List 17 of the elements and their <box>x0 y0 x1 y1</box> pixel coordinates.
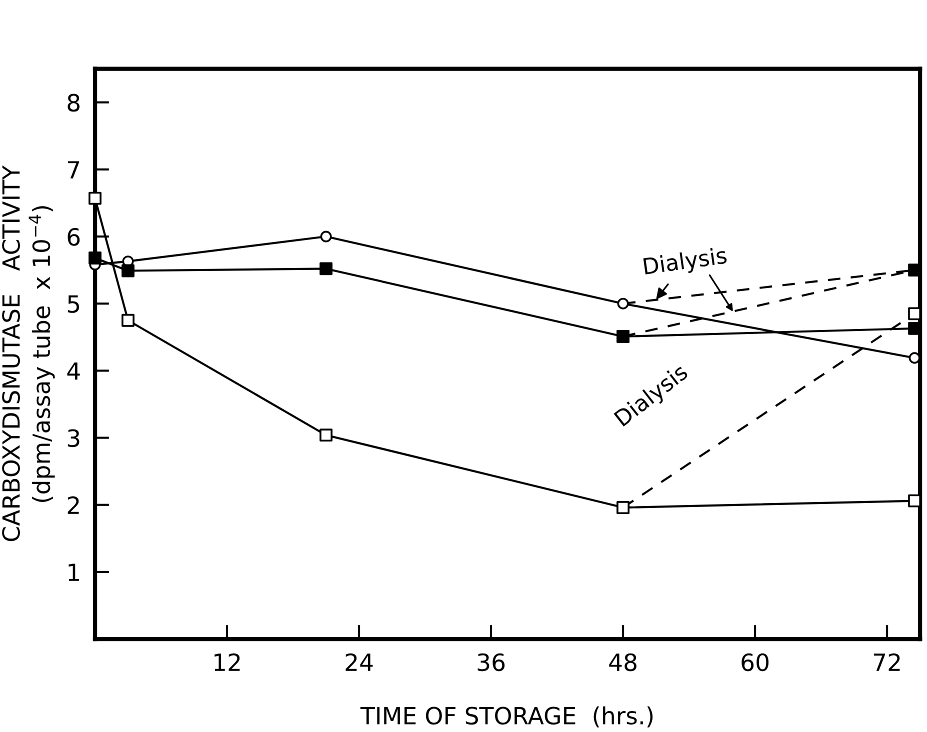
y-tick-label: 8 <box>68 94 80 112</box>
y-tick-label: 6 <box>68 228 80 246</box>
y-tick-label: 4 <box>67 362 80 380</box>
x-tick-label: 72 <box>874 653 900 671</box>
y-tick-label: 7 <box>68 161 80 178</box>
x-tick-label: 24 <box>346 653 373 671</box>
x-tick-label: 12 <box>214 653 240 671</box>
x-axis-title: TIME OF STORAGE (hrs.) <box>360 706 653 728</box>
x-tick-label: 36 <box>478 653 505 672</box>
x-tick-label: 48 <box>609 653 636 672</box>
y-tick-label: 3 <box>68 429 80 448</box>
annotation: Dialysis <box>643 246 728 279</box>
y-axis-title: CARBOXYDISMUTASE ACTIVITY (dpm/assay tube x 10$^{−4}$) <box>2 165 55 542</box>
y-tick-label: 5 <box>68 295 80 313</box>
y-tick-label: 1 <box>68 564 79 581</box>
y-tick-label: 2 <box>68 496 79 514</box>
x-tick-label: 60 <box>742 653 768 672</box>
